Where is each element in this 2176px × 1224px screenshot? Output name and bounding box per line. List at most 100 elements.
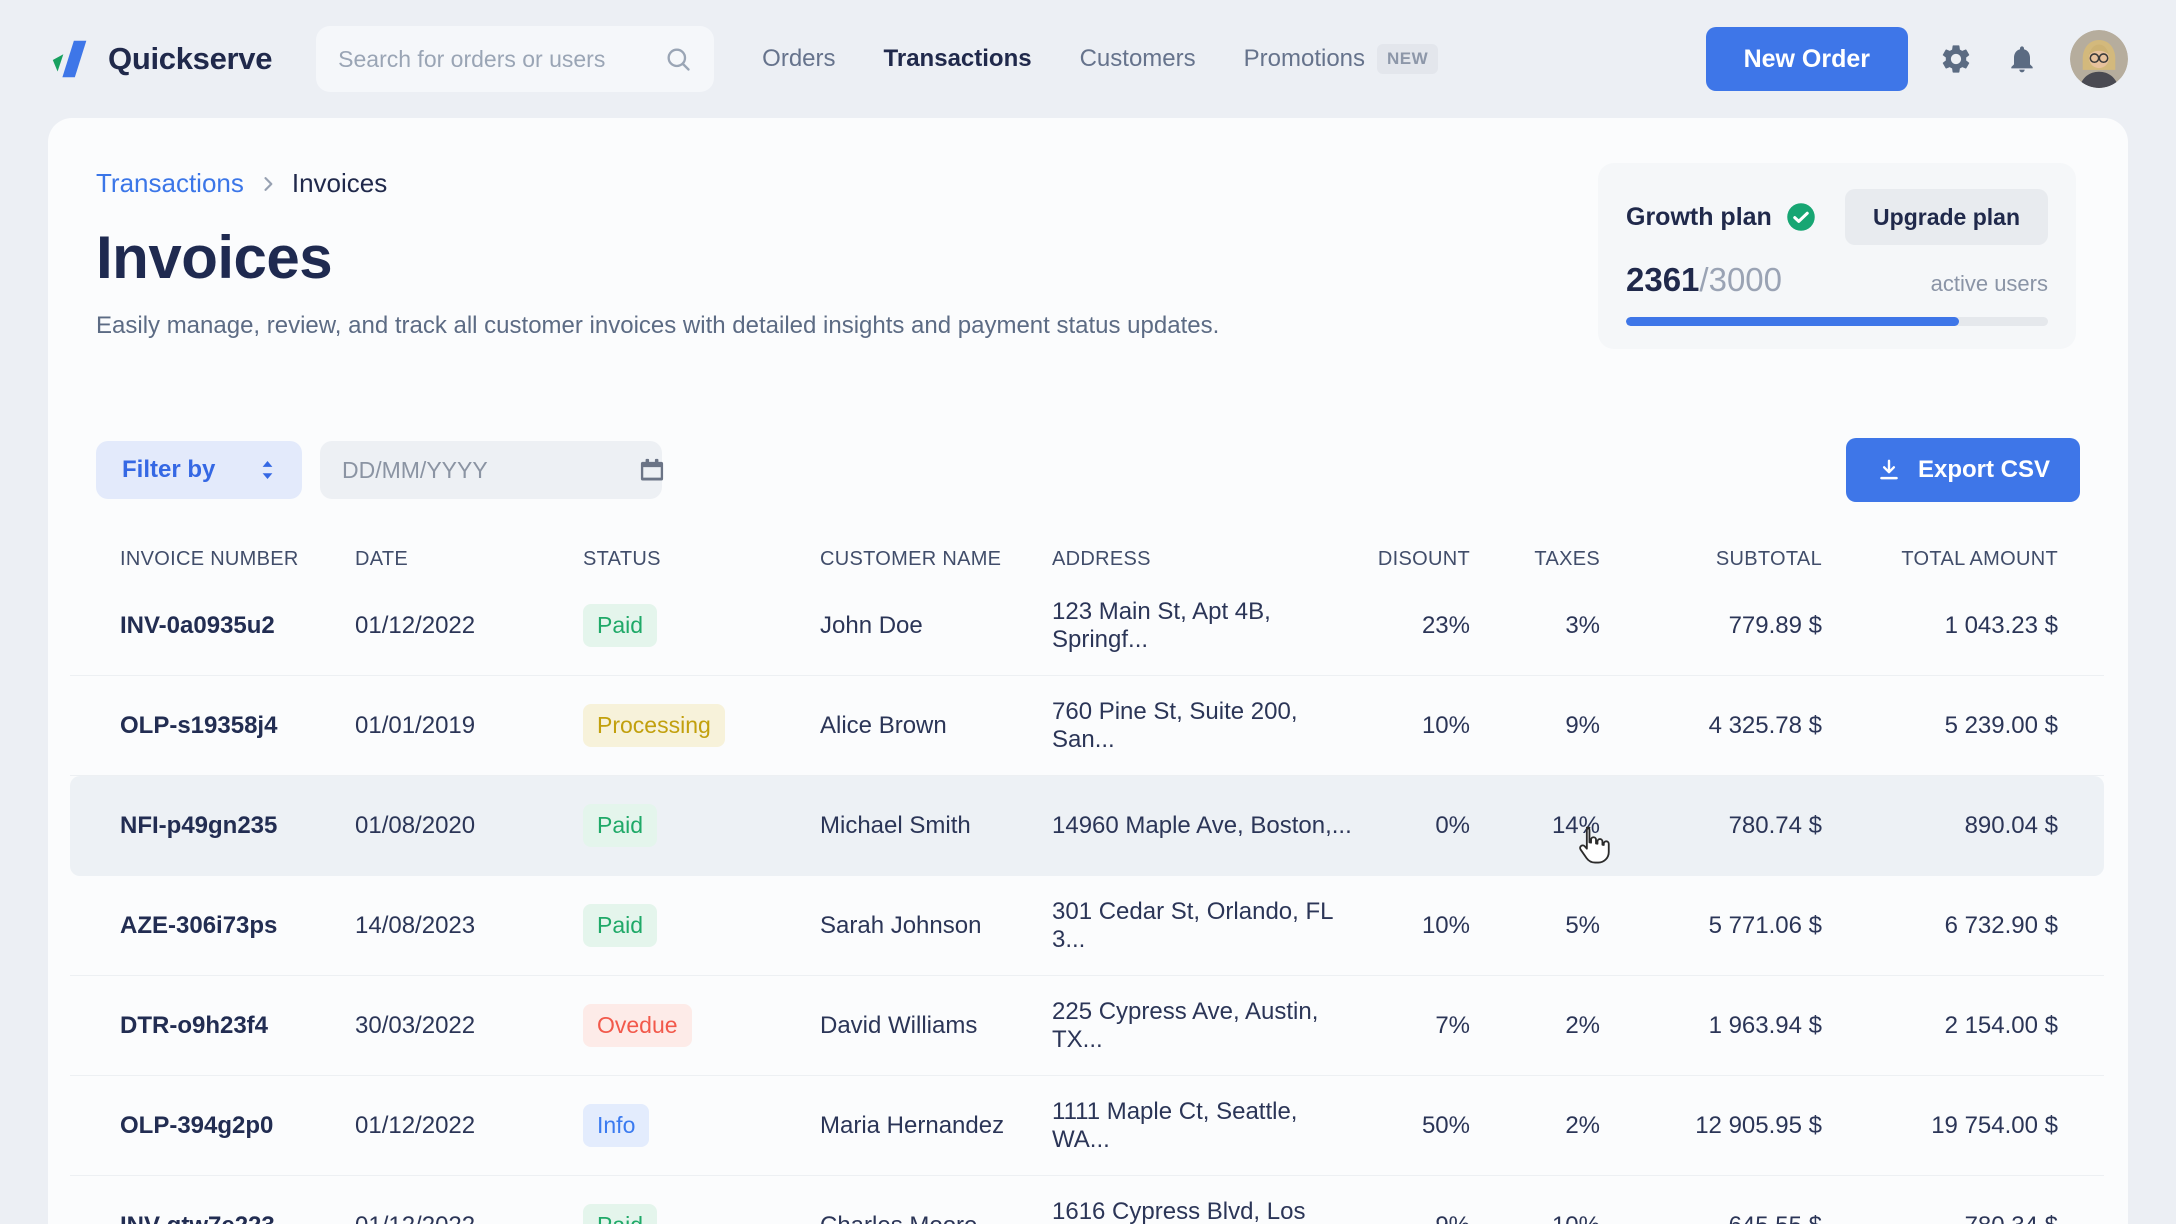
cell-subtotal: 645.55 $: [1600, 1212, 1822, 1224]
cell-total-amount: 890.04 $: [1964, 811, 2058, 839]
filter-by-dropdown[interactable]: Filter by: [96, 441, 302, 499]
cell-date: 01/12/2022: [355, 611, 476, 639]
status-badge: Processing: [583, 704, 725, 747]
invoices-page-card: Transactions Invoices Invoices Easily ma…: [48, 118, 2128, 1224]
cell-address: 14960 Maple Ave, Boston,...: [1052, 811, 1352, 839]
export-csv-button[interactable]: Export CSV: [1845, 438, 2080, 502]
cell-invoice-number: AZE-306i73ps: [120, 911, 278, 939]
cell-taxes: 9%: [1565, 711, 1600, 739]
date-filter-field[interactable]: [320, 441, 664, 499]
nav-item-customers[interactable]: Customers: [1079, 45, 1196, 72]
breadcrumb-transactions-link[interactable]: Transactions: [96, 168, 244, 198]
cell-subtotal: 5 771.06 $: [1708, 911, 1822, 939]
table-row[interactable]: AZE-306i73ps 14/08/2023 Paid Sarah Johns…: [70, 876, 2104, 976]
plan-progress-bar: [1626, 317, 2048, 326]
status-badge: Paid: [583, 604, 658, 647]
settings-gear-icon[interactable]: [1938, 41, 1974, 77]
chevron-right-icon: [258, 174, 278, 194]
cell-date: 14/08/2023: [355, 911, 476, 939]
brand-name: Quickserve: [108, 41, 273, 76]
user-avatar[interactable]: [2070, 30, 2128, 88]
table-row[interactable]: OLP-s19358j4 01/01/2019 Processing Alice…: [70, 676, 2104, 776]
cell-taxes: 3%: [1565, 611, 1600, 639]
cell-discount: 10%: [1421, 911, 1470, 939]
status-badge: Paid: [583, 804, 658, 847]
cell-invoice-number: OLP-394g2p0: [120, 1111, 274, 1139]
cell-address: 760 Pine St, Suite 200, San...: [1052, 697, 1298, 753]
cell-subtotal: 780.74 $: [1728, 811, 1822, 839]
active-users-caption: active users: [1930, 271, 2048, 296]
table-row[interactable]: INV-0a0935u2 01/12/2022 Paid John Doe 12…: [70, 576, 2104, 676]
quickserve-logo-icon: [48, 36, 94, 82]
cell-date: 01/12/2022: [355, 1212, 583, 1224]
cell-customer-name: Charles Moore: [820, 1212, 1052, 1224]
calendar-icon[interactable]: [638, 456, 666, 484]
cell-subtotal: 1 963.94 $: [1708, 1011, 1822, 1039]
status-badge: Ovedue: [583, 1004, 692, 1047]
table-row[interactable]: INV-gtw7e223 01/12/2022 Paid Charles Moo…: [70, 1176, 2104, 1224]
cell-status: Paid: [583, 1204, 820, 1224]
cell-subtotal: 4 325.78 $: [1708, 711, 1822, 739]
check-circle-icon: [1786, 202, 1816, 232]
cell-taxes: 2%: [1565, 1111, 1600, 1139]
cell-date: 01/12/2022: [355, 1111, 476, 1139]
cell-invoice-number: NFI-p49gn235: [120, 811, 278, 839]
nav-item-orders[interactable]: Orders: [762, 45, 836, 72]
plan-usage-card: Growth plan Upgrade plan 2361 /3000 acti…: [1598, 163, 2076, 349]
nav-item-transactions[interactable]: Transactions: [883, 45, 1032, 72]
cell-date: 30/03/2022: [355, 1011, 476, 1039]
cell-invoice-number: DTR-o9h23f4: [120, 1011, 269, 1039]
date-input[interactable]: [342, 456, 638, 484]
brand: Quickserve: [48, 36, 272, 82]
col-header-discount: DISOUNT: [1377, 547, 1470, 570]
global-search[interactable]: [316, 26, 715, 92]
cell-customer-name: David Williams: [820, 1011, 978, 1039]
cell-status: Processing: [583, 704, 820, 747]
col-header-taxes: TAXES: [1534, 547, 1600, 570]
table-row[interactable]: NFI-p49gn235 01/08/2020 Paid Michael Smi…: [70, 776, 2104, 876]
search-icon: [664, 45, 692, 73]
cell-address: 123 Main St, Apt 4B, Springf...: [1052, 597, 1271, 653]
table-toolbar: Filter by Export CSV: [96, 438, 2080, 502]
cell-total-amount: 6 732.90 $: [1944, 911, 2058, 939]
cell-address: 1616 Cypress Blvd, Los Ang...: [1052, 1197, 1306, 1224]
top-navigation-bar: Quickserve Orders Transactions Customers…: [0, 0, 2176, 118]
cell-status: Paid: [583, 904, 820, 947]
cell-customer-name: Michael Smith: [820, 811, 971, 839]
new-badge: NEW: [1377, 44, 1439, 74]
table-row[interactable]: DTR-o9h23f4 30/03/2022 Ovedue David Will…: [70, 976, 2104, 1076]
search-input[interactable]: [338, 45, 665, 73]
col-header-address: ADDRESS: [1052, 547, 1151, 570]
cell-discount: 10%: [1421, 711, 1470, 739]
cell-subtotal: 12 905.95 $: [1695, 1111, 1822, 1139]
cell-invoice-number: INV-gtw7e223: [120, 1212, 355, 1224]
nav-item-promotions[interactable]: Promotions NEW: [1244, 44, 1439, 74]
table-body: INV-0a0935u2 01/12/2022 Paid John Doe 12…: [70, 576, 2104, 1224]
col-header-date: DATE: [355, 547, 409, 570]
cell-total-amount: 5 239.00 $: [1944, 711, 2058, 739]
cell-discount: 9%: [1352, 1212, 1470, 1224]
cell-address: 301 Cedar St, Orlando, FL 3...: [1052, 897, 1333, 953]
cell-invoice-number: OLP-s19358j4: [120, 711, 278, 739]
plan-progress-fill: [1626, 317, 1960, 326]
cell-taxes: 10%: [1470, 1212, 1600, 1224]
page-title: Invoices: [96, 224, 333, 291]
status-badge: Paid: [583, 904, 658, 947]
upgrade-plan-button[interactable]: Upgrade plan: [1845, 189, 2048, 245]
plan-name: Growth plan: [1626, 202, 1772, 231]
cell-date: 01/08/2020: [355, 811, 476, 839]
cell-status: Paid: [583, 804, 820, 847]
breadcrumb: Transactions Invoices: [96, 168, 2080, 199]
main-nav: Orders Transactions Customers Promotions…: [762, 44, 1439, 74]
new-order-button[interactable]: New Order: [1705, 27, 1908, 91]
table-row[interactable]: OLP-394g2p0 01/12/2022 Info Maria Hernan…: [70, 1076, 2104, 1176]
cell-customer-name: Sarah Johnson: [820, 911, 982, 939]
cell-status: Paid: [583, 604, 820, 647]
notifications-bell-icon[interactable]: [2004, 41, 2040, 77]
col-header-customer-name: CUSTOMER NAME: [820, 547, 1002, 570]
sort-arrows-icon: [259, 457, 276, 483]
cell-customer-name: John Doe: [820, 611, 923, 639]
col-header-total-amount: TOTAL AMOUNT: [1901, 547, 2058, 570]
page-subtitle: Easily manage, review, and track all cus…: [96, 312, 1220, 339]
cell-taxes: 14%: [1551, 811, 1600, 839]
